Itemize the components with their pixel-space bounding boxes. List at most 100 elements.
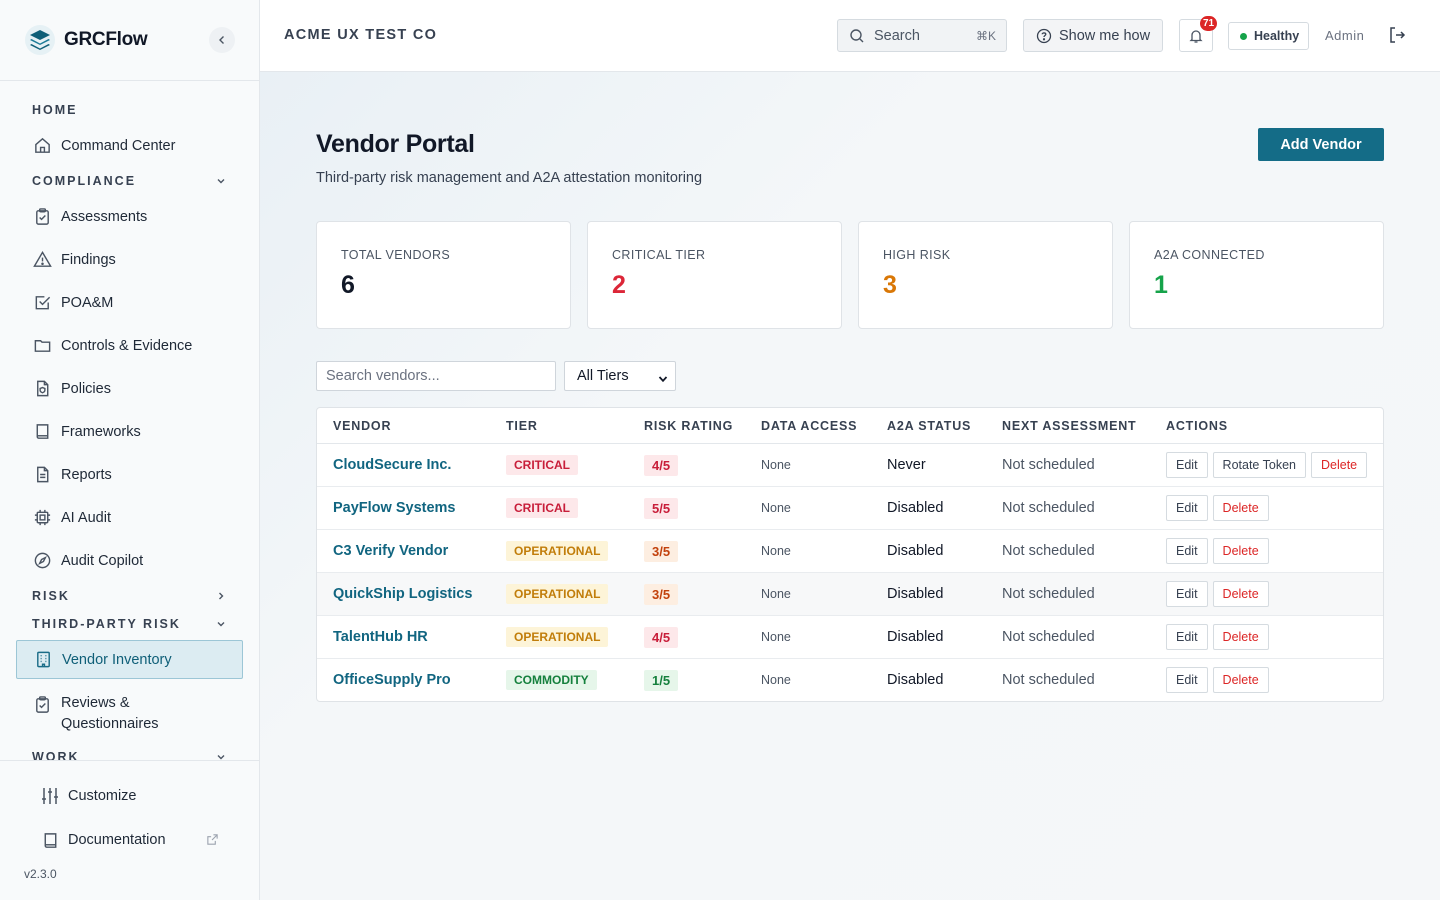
table-header: VENDOR TIER RISK RATING DATA ACCESS A2A … xyxy=(317,408,1383,444)
edit-button[interactable]: Edit xyxy=(1166,581,1208,607)
sidebar-item-reports[interactable]: Reports xyxy=(16,453,243,496)
table-row: TalentHub HR OPERATIONAL 4/5 None Disabl… xyxy=(317,616,1383,659)
stat-card-high-risk: HIGH RISK 3 xyxy=(858,221,1113,329)
data-access-value: None xyxy=(761,673,791,687)
sidebar-item-poam[interactable]: POA&M xyxy=(16,281,243,324)
stat-card-total-vendors: TOTAL VENDORS 6 xyxy=(316,221,571,329)
column-header[interactable]: A2A STATUS xyxy=(887,419,972,433)
vendor-name-link[interactable]: C3 Verify Vendor xyxy=(333,543,449,559)
tier-badge: COMMODITY xyxy=(506,670,597,690)
compass-icon xyxy=(32,551,52,571)
vendor-name-link[interactable]: PayFlow Systems xyxy=(333,500,456,516)
sidebar-item-reviews-questionnaires[interactable]: Reviews & Questionnaires xyxy=(16,681,243,743)
next-assessment-value: Not scheduled xyxy=(1002,457,1095,473)
folder-icon xyxy=(32,336,52,356)
global-search[interactable]: Search ⌘K xyxy=(837,19,1007,52)
delete-button[interactable]: Delete xyxy=(1212,624,1269,650)
a2a-status-value: Disabled xyxy=(887,543,944,559)
edit-button[interactable]: Edit xyxy=(1166,667,1208,693)
search-shortcut: ⌘K xyxy=(975,29,996,43)
documentation-link[interactable]: Documentation xyxy=(0,818,259,862)
risk-rating-badge: 5/5 xyxy=(644,497,679,519)
section-compliance[interactable]: COMPLIANCE xyxy=(0,167,259,195)
organization-name: ACME UX TEST CO xyxy=(284,27,438,43)
data-access-value: None xyxy=(761,501,791,515)
edit-button[interactable]: Edit xyxy=(1166,538,1208,564)
delete-button[interactable]: Delete xyxy=(1310,452,1368,478)
logout-icon[interactable] xyxy=(1387,25,1409,47)
column-header[interactable]: TIER xyxy=(506,419,538,433)
column-header[interactable]: DATA ACCESS xyxy=(761,419,858,433)
stat-card-a2a-connected: A2A CONNECTED 1 xyxy=(1129,221,1384,329)
tier-filter-select[interactable]: All Tiers xyxy=(564,361,676,391)
sidebar-item-frameworks[interactable]: Frameworks xyxy=(16,410,243,453)
layers-logo-icon xyxy=(24,24,56,56)
vendor-name-link[interactable]: TalentHub HR xyxy=(333,629,428,645)
data-access-value: None xyxy=(761,587,791,601)
a2a-status-value: Disabled xyxy=(887,586,944,602)
section-home: HOME xyxy=(32,103,78,117)
edit-button[interactable]: Edit xyxy=(1166,495,1208,521)
add-vendor-button[interactable]: Add Vendor xyxy=(1258,128,1384,161)
column-header[interactable]: VENDOR xyxy=(333,419,392,433)
sidebar-item-vendor-inventory[interactable]: Vendor Inventory xyxy=(16,640,243,679)
sidebar: GRCFlow HOME Command Center COMPLIANCE A… xyxy=(0,0,260,900)
vendor-name-link[interactable]: CloudSecure Inc. xyxy=(333,457,452,473)
sidebar-item-controls-evidence[interactable]: Controls & Evidence xyxy=(16,324,243,367)
table-row: QuickShip Logistics OPERATIONAL 3/5 None… xyxy=(317,573,1383,616)
customize-link[interactable]: Customize xyxy=(0,774,259,818)
chevron-left-icon xyxy=(219,36,224,44)
vendor-name-link[interactable]: OfficeSupply Pro xyxy=(333,672,451,688)
chevron-down-icon xyxy=(215,618,227,630)
a2a-status-value: Never xyxy=(887,457,926,473)
sidebar-item-command-center[interactable]: Command Center xyxy=(16,124,243,167)
sidebar-item-findings[interactable]: Findings xyxy=(16,238,243,281)
vendor-search-input[interactable] xyxy=(316,361,556,391)
delete-button[interactable]: Delete xyxy=(1212,495,1269,521)
table-row: OfficeSupply Pro COMMODITY 1/5 None Disa… xyxy=(317,659,1383,701)
rotate-token-button[interactable]: Rotate Token xyxy=(1212,452,1306,478)
help-circle-icon xyxy=(1036,28,1052,44)
risk-rating-badge: 4/5 xyxy=(644,454,679,476)
stat-label: HIGH RISK xyxy=(883,248,951,262)
cpu-icon xyxy=(32,508,52,528)
tier-badge: CRITICAL xyxy=(506,455,578,475)
a2a-status-value: Disabled xyxy=(887,672,944,688)
delete-button[interactable]: Delete xyxy=(1212,538,1269,564)
sidebar-item-ai-audit[interactable]: AI Audit xyxy=(16,496,243,539)
show-me-how-button[interactable]: Show me how xyxy=(1023,19,1163,52)
stat-label: CRITICAL TIER xyxy=(612,248,706,262)
notifications-button[interactable]: 71 xyxy=(1179,16,1218,52)
delete-button[interactable]: Delete xyxy=(1212,581,1269,607)
health-status-badge[interactable]: Healthy xyxy=(1228,22,1309,50)
risk-rating-badge: 1/5 xyxy=(644,669,679,691)
a2a-status-value: Disabled xyxy=(887,629,944,645)
edit-button[interactable]: Edit xyxy=(1166,452,1208,478)
delete-button[interactable]: Delete xyxy=(1212,667,1269,693)
sidebar-item-audit-copilot[interactable]: Audit Copilot xyxy=(16,539,243,582)
edit-button[interactable]: Edit xyxy=(1166,624,1208,650)
row-actions: Edit Delete xyxy=(1166,487,1274,529)
vendor-name-link[interactable]: QuickShip Logistics xyxy=(333,586,473,602)
column-header[interactable]: NEXT ASSESSMENT xyxy=(1002,419,1137,433)
next-assessment-value: Not scheduled xyxy=(1002,500,1095,516)
external-link-icon xyxy=(206,833,219,846)
sidebar-item-policies[interactable]: Policies xyxy=(16,367,243,410)
book-icon xyxy=(40,830,60,850)
sidebar-item-assessments[interactable]: Assessments xyxy=(16,195,243,238)
row-actions: Edit Delete xyxy=(1166,616,1274,658)
tier-badge: CRITICAL xyxy=(506,498,578,518)
stat-label: TOTAL VENDORS xyxy=(341,248,451,262)
column-header[interactable]: RISK RATING xyxy=(644,419,734,433)
chevron-down-icon xyxy=(658,372,668,383)
section-risk[interactable]: RISK xyxy=(0,582,259,610)
user-name[interactable]: Admin xyxy=(1325,28,1365,43)
stat-value: 1 xyxy=(1154,271,1168,299)
page-title: Vendor Portal xyxy=(316,130,475,158)
collapse-sidebar-button[interactable] xyxy=(209,27,235,53)
section-third-party-risk[interactable]: THIRD-PARTY RISK xyxy=(0,610,259,638)
main-content: Vendor Portal Third-party risk managemen… xyxy=(260,72,1440,900)
next-assessment-value: Not scheduled xyxy=(1002,629,1095,645)
warning-triangle-icon xyxy=(32,250,52,270)
tier-badge: OPERATIONAL xyxy=(506,541,609,561)
